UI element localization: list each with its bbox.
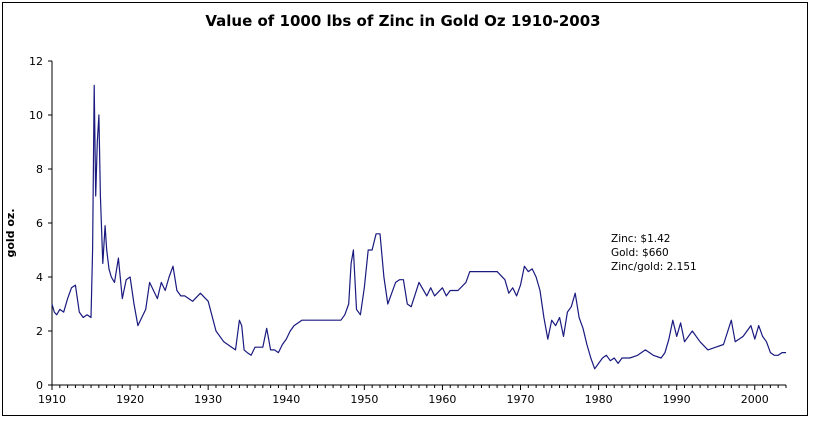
y-tick-label: 0 [36,379,43,392]
axes [48,60,787,390]
x-tick-label: 1920 [116,393,144,406]
chart-title: Value of 1000 lbs of Zinc in Gold Oz 191… [205,12,601,30]
x-tick-label: 2000 [741,393,769,406]
tick-labels: 0 2 4 6 8 10 12 1910 1920 1930 1940 1950 1960 1970 198… [29,55,769,406]
x-tick-label: 1960 [428,393,456,406]
y-tick-label: 12 [29,55,43,68]
x-tick-label: 1970 [507,393,535,406]
x-tick-label: 1910 [38,393,66,406]
price-annotation: Zinc: $1.42 Gold: $660 Zinc/gold: 2.151 [611,232,697,274]
x-tick-label: 1940 [272,393,300,406]
y-tick-label: 2 [36,325,43,338]
series-line-zinc-gold [51,84,786,370]
x-tick-label: 1980 [585,393,613,406]
annotation-gold: Gold: $660 [611,247,669,259]
y-tick-label: 10 [29,109,43,122]
y-tick-label: 4 [36,271,43,284]
x-tick-label: 1990 [663,393,691,406]
chart-frame [2,2,808,416]
series-group [51,84,786,370]
y-tick-label: 6 [36,217,43,230]
annotation-zinc: Zinc: $1.42 [611,233,671,245]
annotation-ratio: Zinc/gold: 2.151 [611,261,697,273]
x-tick-label: 1950 [350,393,378,406]
x-tick-label: 1930 [194,393,222,406]
y-tick-label: 8 [36,163,43,176]
